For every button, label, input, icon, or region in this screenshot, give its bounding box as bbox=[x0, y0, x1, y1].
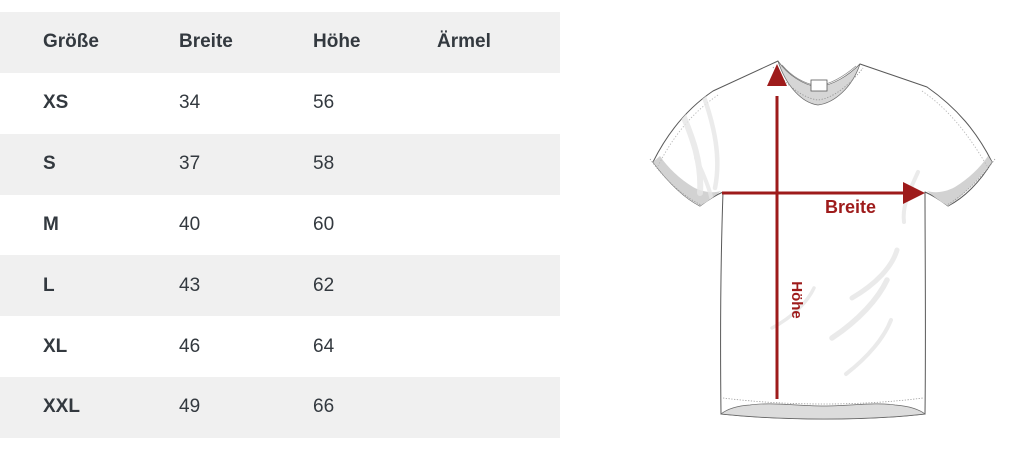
svg-text:Höhe: Höhe bbox=[788, 281, 805, 319]
svg-text:Breite: Breite bbox=[825, 197, 876, 217]
